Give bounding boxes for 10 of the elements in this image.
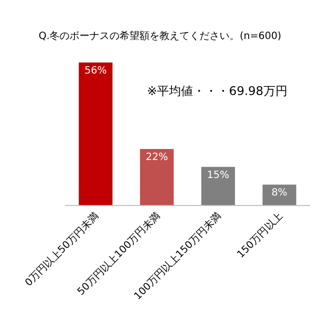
- data-label: 56%: [84, 66, 107, 76]
- bar: [140, 149, 174, 205]
- data-label: 8%: [271, 188, 288, 199]
- data-label: 15%: [207, 170, 230, 181]
- bar: [201, 166, 235, 205]
- bar: [78, 62, 112, 205]
- annotation: ※平均値・・・69.98万円: [147, 84, 288, 98]
- data-label: 22%: [146, 152, 168, 164]
- bar: [262, 184, 296, 205]
- chart-title: Q.冬のボーナスの希望額を教えてください。(n=600): [38, 30, 282, 42]
